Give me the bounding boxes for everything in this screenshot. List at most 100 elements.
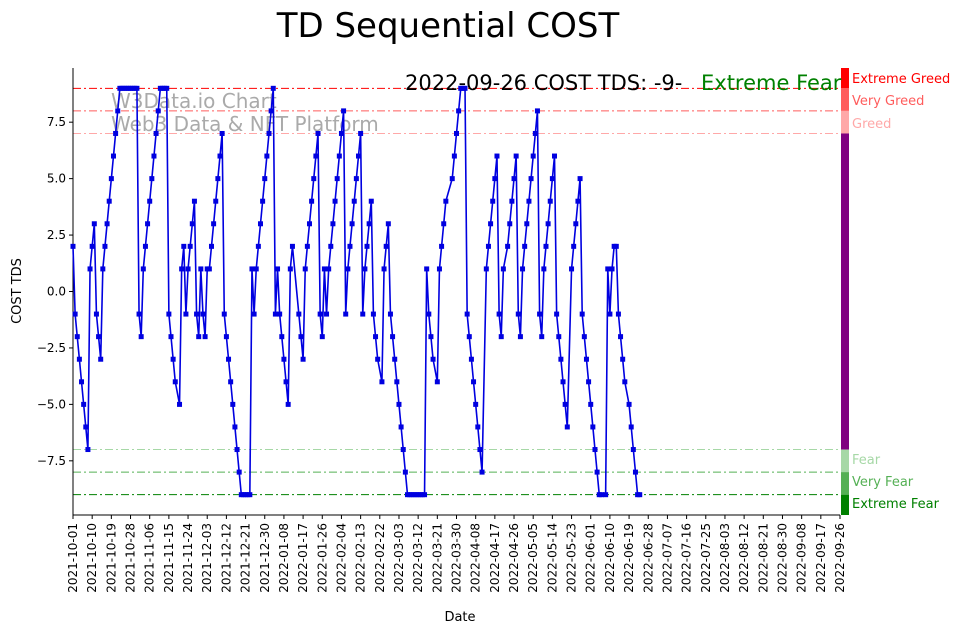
data-point [138,334,144,340]
x-tick-label: 2022-07-16 [680,523,694,593]
data-point [488,221,494,227]
x-tick-label: 2021-10-10 [85,523,99,593]
data-point [219,130,225,136]
data-point [579,311,585,317]
data-point [622,379,628,385]
x-tick-label: 2022-01-17 [296,523,310,593]
data-point [464,311,470,317]
data-point [564,424,570,430]
x-tick-label: 2022-05-05 [526,523,540,593]
data-point [537,311,543,317]
data-point [513,153,519,159]
x-tick-label: 2022-08-03 [718,523,732,593]
data-point [70,243,76,249]
data-point [383,243,389,249]
data-point [485,243,491,249]
annotation-status: Extreme Fear [701,71,842,95]
data-point [424,266,430,272]
data-point [362,266,368,272]
data-point [228,379,234,385]
data-point [573,221,579,227]
data-point [562,401,568,407]
data-point [556,334,562,340]
data-point [332,198,338,204]
data-point [632,469,638,475]
data-point [492,176,498,182]
data-point [494,153,500,159]
data-point [211,221,217,227]
data-point [528,176,534,182]
data-point [571,243,577,249]
data-point [530,153,536,159]
data-point [439,243,445,249]
level-label-extreme-greed: Extreme Greed [852,72,950,87]
data-point [541,266,547,272]
data-point [315,130,321,136]
x-tick-label: 2022-03-12 [411,523,425,593]
data-point [490,198,496,204]
data-point [191,198,197,204]
data-point [385,221,391,227]
x-tick-label: 2022-02-04 [334,523,348,593]
data-point [583,356,589,362]
data-point [370,311,376,317]
data-point [517,334,523,340]
data-point [358,130,364,136]
x-tick-label: 2022-04-17 [488,523,502,593]
annotation-text: 2022-09-26 COST TDS: -9- [405,71,682,95]
data-point [334,176,340,182]
data-point [272,311,278,317]
data-point [390,334,396,340]
data-point [336,153,342,159]
data-point [355,153,361,159]
data-point [106,198,112,204]
data-point [177,401,183,407]
data-point [149,176,155,182]
data-point [466,334,472,340]
data-point [74,334,80,340]
data-point [341,108,347,114]
data-point [223,334,229,340]
data-point [577,176,583,182]
data-point [89,243,95,249]
y-tick-label: −5.0 [37,397,66,411]
level-label-greed: Greed [852,117,891,132]
data-point [164,85,170,91]
data-point [554,311,560,317]
level-label-extreme-fear: Extreme Fear [852,497,940,512]
data-point [613,243,619,249]
data-point [394,379,400,385]
x-tick-label: 2021-12-21 [239,523,253,593]
data-point [400,447,406,453]
data-point [270,85,276,91]
data-point [471,379,477,385]
data-point [194,311,200,317]
data-point [547,198,553,204]
status-bar-greed [841,110,849,134]
status-bar-very-fear [841,472,849,495]
data-point [451,153,457,159]
data-point [479,469,485,475]
data-point [387,311,393,317]
data-point [311,176,317,182]
x-tick-label: 2021-11-06 [143,523,157,593]
data-point [368,198,374,204]
data-point [373,334,379,340]
data-point [166,311,172,317]
x-tick-label: 2022-08-30 [775,523,789,593]
data-point [581,334,587,340]
data-point [560,379,566,385]
x-tick-label: 2022-09-08 [795,523,809,593]
data-point [217,153,223,159]
data-point [353,176,359,182]
data-point [575,198,581,204]
data-point [213,198,219,204]
x-tick-label: 2021-10-19 [104,523,118,593]
data-point [615,311,621,317]
data-point [300,356,306,362]
data-point [313,153,319,159]
data-point [260,198,266,204]
x-tick-label: 2022-02-13 [354,523,368,593]
data-point [317,311,323,317]
